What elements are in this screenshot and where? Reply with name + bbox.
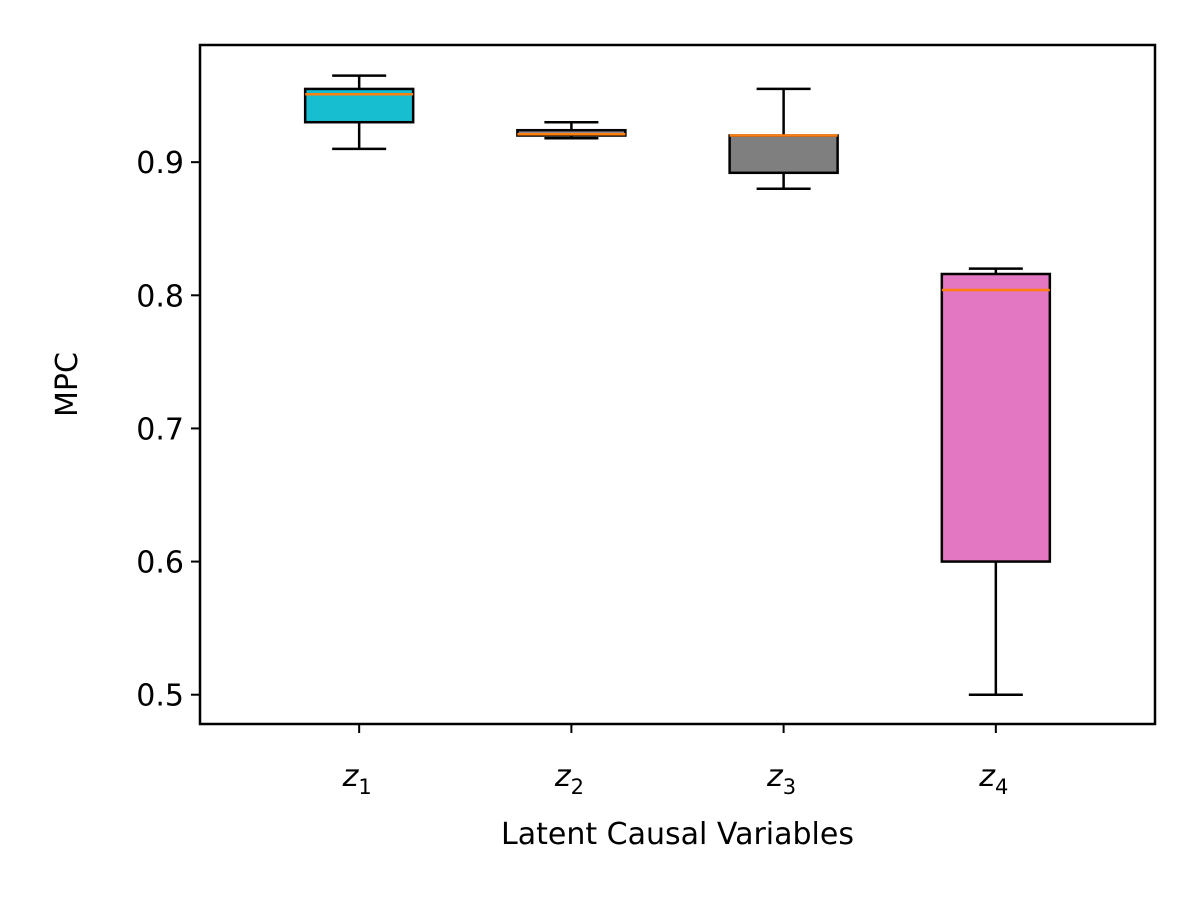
box-3	[728, 87, 839, 191]
x-tick-label-subscript: 1	[358, 775, 371, 799]
x-tick-label: z3	[766, 759, 796, 799]
box-4	[940, 267, 1052, 696]
x-axis-label: Latent Causal Variables	[501, 817, 854, 852]
x-tick-label-base: z	[766, 759, 784, 794]
box-1	[303, 74, 415, 151]
x-axis: z1 z2 z3 z4	[342, 724, 1008, 799]
y-tick-label: 0.8	[136, 279, 184, 314]
x-tick-label-subscript: 3	[783, 775, 796, 799]
box-body	[516, 128, 627, 137]
x-tick-label-base: z	[554, 759, 572, 794]
box-body	[940, 272, 1052, 563]
x-tick-label-base: z	[342, 759, 360, 794]
y-axis: 0.5 0.6 0.7 0.8 0.9	[136, 146, 200, 714]
y-tick-label: 0.7	[136, 412, 184, 447]
y-tick-label: 0.6	[136, 546, 184, 581]
x-tick-label: z1	[342, 759, 372, 799]
box-2	[516, 120, 627, 140]
plot-frame	[198, 43, 1157, 726]
x-tick-label-base: z	[978, 759, 996, 794]
x-tick-label-subscript: 2	[571, 775, 584, 799]
x-tick-label: z4	[978, 759, 1008, 799]
plot-marks	[303, 74, 1052, 696]
y-tick-label: 0.9	[136, 146, 184, 181]
x-tick-label-subscript: 4	[995, 775, 1008, 799]
y-axis-label: MPC	[50, 352, 85, 417]
box-body	[728, 134, 839, 175]
x-tick-label: z2	[554, 759, 584, 799]
y-tick-label: 0.5	[136, 679, 184, 714]
